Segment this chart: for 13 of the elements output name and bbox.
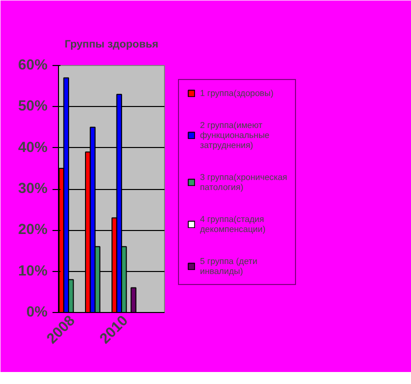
chart-title: Группы здоровья [64,38,158,50]
y-tick-label: 40% [18,140,48,156]
legend-label: 3 группа(хроническая патология) [200,172,288,192]
y-tick-label: 20% [18,222,48,238]
y-tick-label: 0% [26,304,48,320]
legend-label: 1 группа(здоровы) [200,88,274,98]
y-tick-label: 30% [18,181,48,197]
legend-label: 5 группа (дети инвалиды) [200,256,258,276]
legend-label: 2 группа(имеют функциональные затруднения) [200,120,270,150]
y-tick-label: 60% [18,58,48,74]
y-tick-label: 50% [18,98,48,115]
y-tick-label: 10% [18,263,48,280]
legend-label: 4 группа(стадия декомпенсации) [200,214,266,234]
